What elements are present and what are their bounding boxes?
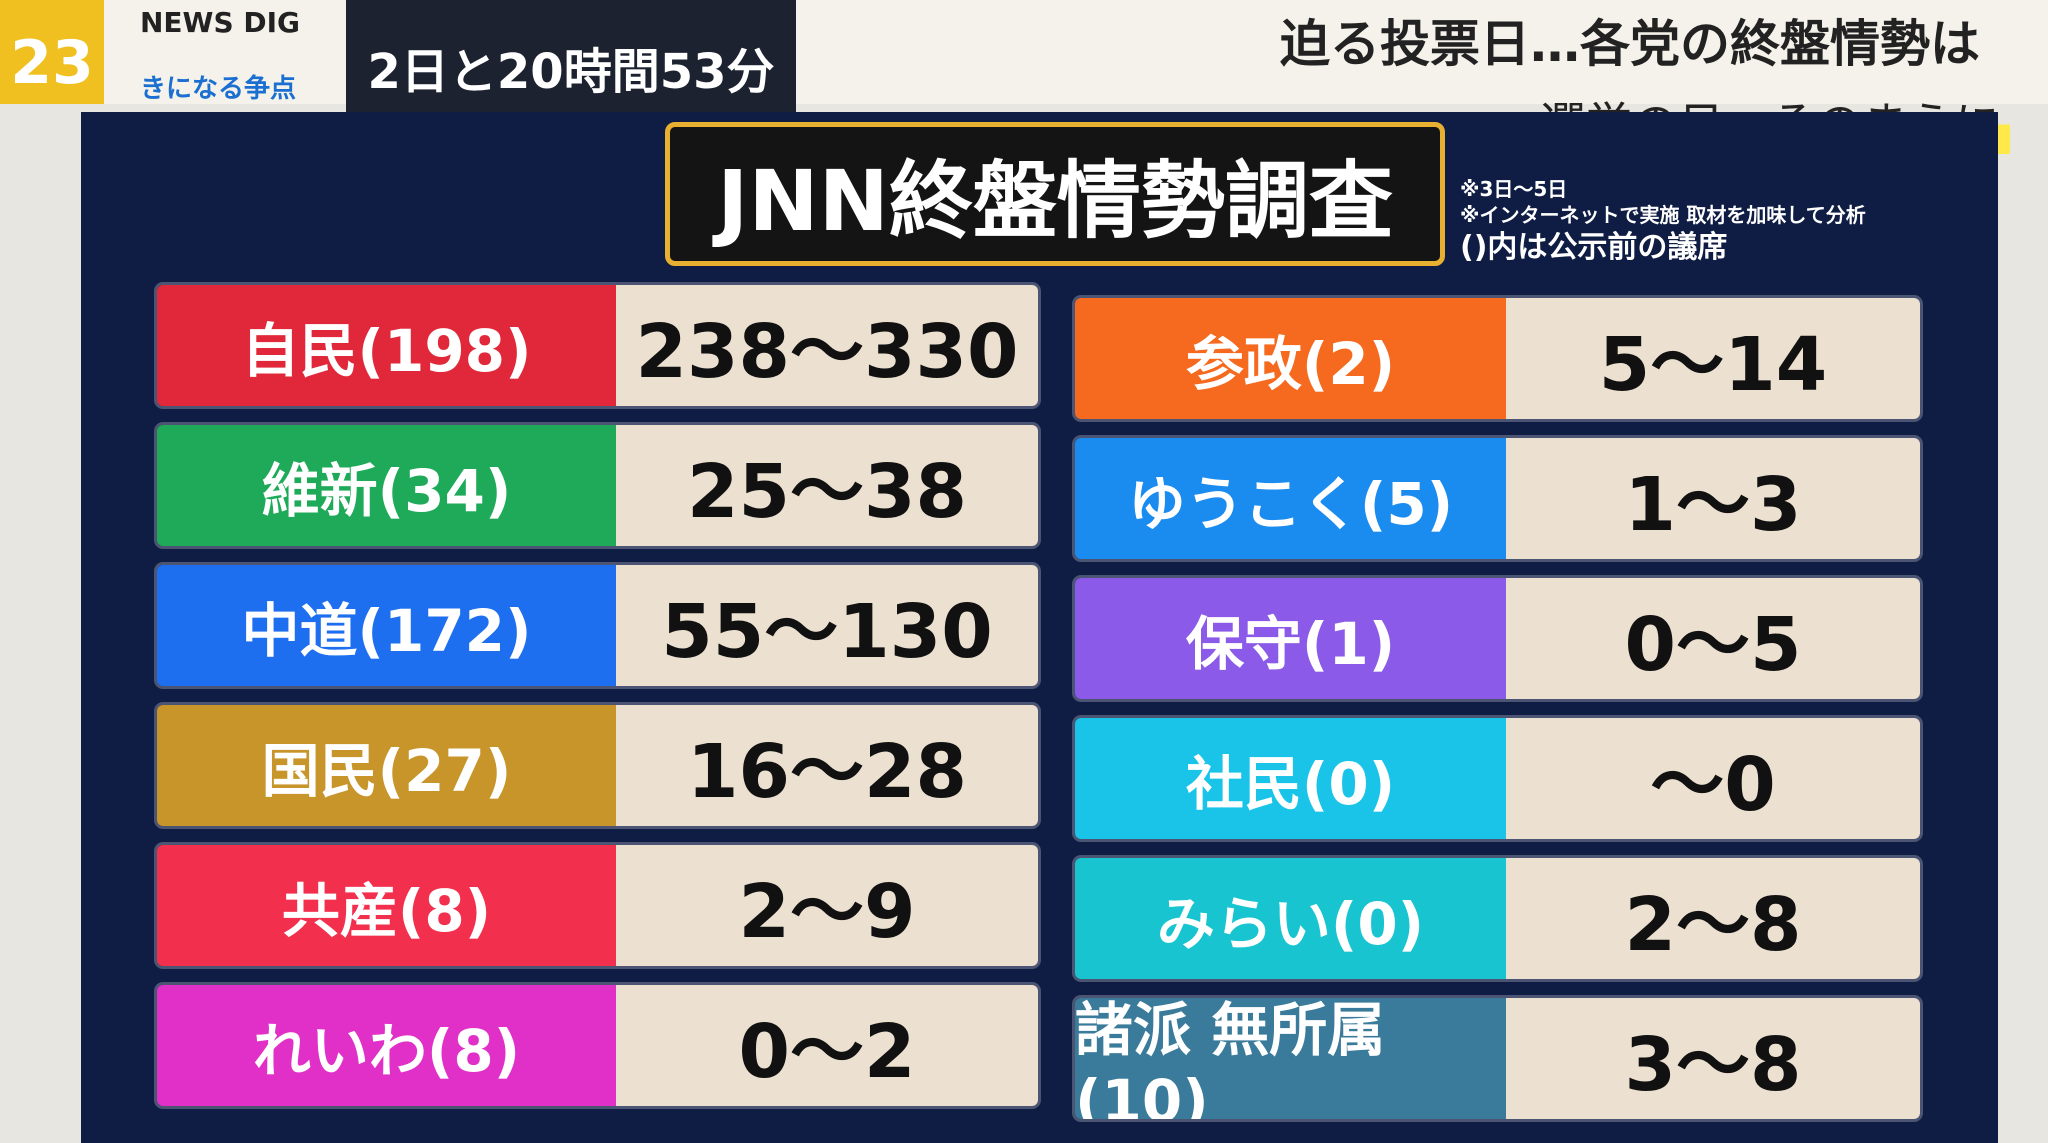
- party-name: 社民(0): [1075, 718, 1506, 839]
- seat-range: 0～5: [1506, 578, 1920, 699]
- seat-range: 55～130: [616, 565, 1038, 686]
- brand-sub: きになる争点: [140, 74, 297, 104]
- seat-range: 2～8: [1506, 858, 1920, 979]
- party-name: れいわ(8): [157, 985, 616, 1106]
- party-name: 参政(2): [1075, 298, 1506, 419]
- note: ※3日～5日: [1460, 177, 1568, 201]
- party-row: れいわ(8) 0～2: [157, 985, 1038, 1106]
- seat-range: 5～14: [1506, 298, 1920, 419]
- party-row: 中道(172) 55～130: [157, 565, 1038, 686]
- seat-range: 16～28: [616, 705, 1038, 826]
- party-name: 国民(27): [157, 705, 616, 826]
- party-name: 保守(1): [1075, 578, 1506, 699]
- party-row: 保守(1) 0～5: [1075, 578, 1920, 699]
- panel-title: JNN終盤情勢調査: [665, 122, 1445, 266]
- party-row: 諸派 無所属(10) 3～8: [1075, 998, 1920, 1119]
- notes: ※3日～5日 ※インターネットで実施 取材を加味して分析 ()内は公示前の議席: [1460, 176, 1866, 268]
- party-name: 自民(198): [157, 285, 616, 406]
- party-row: 参政(2) 5～14: [1075, 298, 1920, 419]
- note: ※インターネットで実施 取材を加味して分析: [1460, 203, 1866, 227]
- seat-range: ～0: [1506, 718, 1920, 839]
- party-row: 自民(198) 238～330: [157, 285, 1038, 406]
- party-name: 諸派 無所属(10): [1075, 998, 1506, 1119]
- top-bar: [0, 0, 2048, 104]
- party-row: ゆうこく(5) 1～3: [1075, 438, 1920, 559]
- note: ()内は公示前の議席: [1460, 230, 1728, 265]
- logo: 23: [0, 0, 104, 104]
- party-name: ゆうこく(5): [1075, 438, 1506, 559]
- seat-range: 25～38: [616, 425, 1038, 546]
- brand: NEWS DIG: [140, 6, 301, 39]
- seat-range: 238～330: [616, 285, 1038, 406]
- party-row: 共産(8) 2～9: [157, 845, 1038, 966]
- party-name: 中道(172): [157, 565, 616, 686]
- countdown: 2日と20時間53分: [346, 0, 796, 112]
- party-name: みらい(0): [1075, 858, 1506, 979]
- seat-range: 1～3: [1506, 438, 1920, 559]
- party-name: 共産(8): [157, 845, 616, 966]
- headline: 迫る投票日…各党の終盤情勢は: [1280, 15, 1980, 73]
- party-row: 国民(27) 16～28: [157, 705, 1038, 826]
- party-row: みらい(0) 2～8: [1075, 858, 1920, 979]
- party-row: 社民(0) ～0: [1075, 718, 1920, 839]
- seat-range: 2～9: [616, 845, 1038, 966]
- seat-range: 3～8: [1506, 998, 1920, 1119]
- party-name: 維新(34): [157, 425, 616, 546]
- seat-range: 0～2: [616, 985, 1038, 1106]
- party-row: 維新(34) 25～38: [157, 425, 1038, 546]
